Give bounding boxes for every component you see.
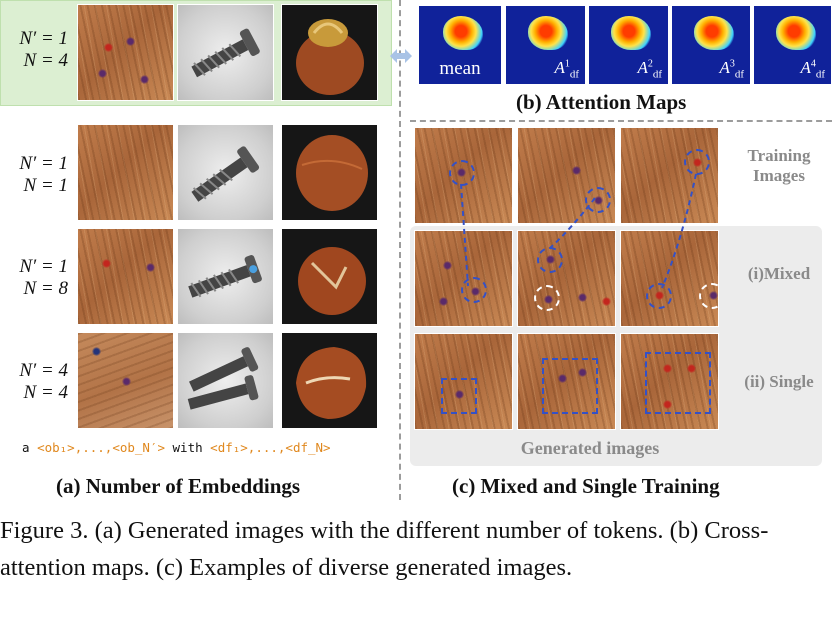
annotation-box [645,352,711,414]
attention-map-1: A1df [505,5,586,85]
double-arrow-icon [388,46,414,71]
wood-image [77,332,174,429]
attention-map-3: A3df [671,5,751,85]
mixed-label: (i)Mixed [747,264,811,283]
row-label-4: N′ = 4 N = 4 [19,360,68,403]
screw-image [177,124,274,221]
row-label-3: N′ = 1 N = 8 [19,256,68,299]
wood-image [77,124,174,221]
hazelnut-image [281,4,378,101]
hazelnut-image [281,332,378,429]
generated-images-label: Generated images [520,438,660,458]
panel-divider [399,0,401,500]
screw-image [177,4,274,101]
single-generated-image [517,333,616,430]
annotation-circle [684,149,710,175]
mixed-generated-image [620,230,719,327]
single-label: (ii) Single [744,372,814,391]
training-image [620,127,719,224]
training-image [517,127,616,224]
panel-a-title: (a) Number of Embeddings [56,474,301,498]
annotation-circle [585,187,611,213]
row-label-2: N′ = 1 N = 1 [19,153,68,196]
token-template: a <ob₁>,...,<ob_N′> with <df₁>,...,<df_N… [22,440,331,455]
annotation-box [542,358,598,414]
annotation-box [441,378,477,414]
training-images-label: Training Images [747,146,811,185]
annotation-circle-white [699,283,718,309]
attention-map-2: A2df [588,5,669,85]
mixed-generated-image [414,230,513,327]
single-generated-image [414,333,513,430]
annotation-circle-white [534,285,560,311]
wood-image [77,228,174,325]
mixed-generated-image [517,230,616,327]
annotation-circle [461,277,487,303]
panel-divider-horizontal [410,120,832,122]
hazelnut-image [281,228,378,325]
screw-image [177,332,274,429]
panel-b-title: (b) Attention Maps [516,90,687,114]
correspondence-lines [460,173,697,289]
row-label-1: N′ = 1 N = 4 [19,28,68,71]
screw-image [177,228,274,325]
attention-map-mean: mean [418,5,502,85]
attention-map-4: A4df [753,5,832,85]
figure-caption: Figure 3. (a) Generated images with the … [0,517,769,581]
single-generated-image [620,333,719,430]
annotation-circle [646,283,672,309]
panel-c-title: (c) Mixed and Single Training [452,474,720,498]
hazelnut-image [281,124,378,221]
wood-image [77,4,174,101]
